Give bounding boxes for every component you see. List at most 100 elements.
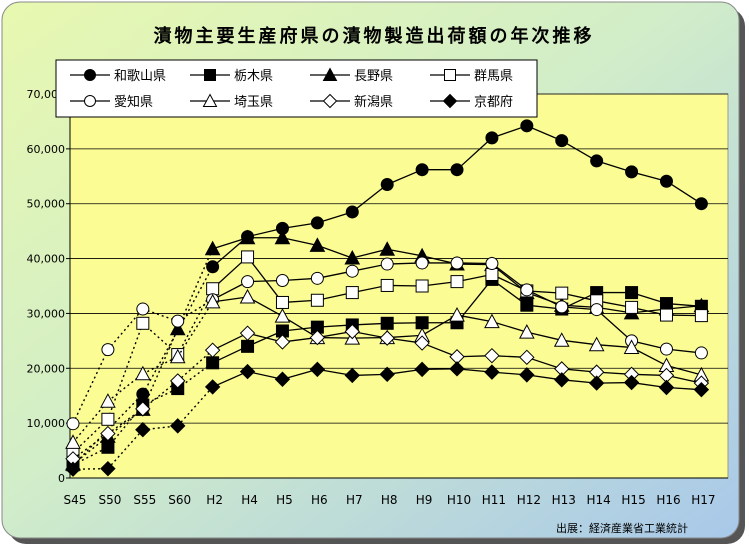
data-point [84,95,96,107]
data-point [415,256,429,270]
data-point [588,375,605,391]
chart-title: 漬物主要生産府県の漬物製造出荷額の年次推移 [154,25,595,47]
y-tick-label: 50,000 [27,198,66,211]
x-tick-label: S50 [98,493,121,507]
data-point [239,229,256,245]
data-point [241,275,255,289]
data-point [275,295,289,309]
data-point [135,401,151,417]
data-point [239,325,256,341]
y-axis: 0 10,000 20,000 30,000 40,000 50,000 60,000 70,… [27,88,71,485]
legend-label: 埼玉県 [234,95,273,110]
data-point [241,339,255,353]
data-point [65,461,81,477]
x-tick-label: H4 [241,493,258,507]
series-line-segment [561,140,597,162]
x-tick-label: H11 [482,493,506,507]
y-tick-label: 40,000 [27,253,66,266]
data-point [275,274,289,288]
series-line-segment [142,266,214,395]
data-point [450,275,464,289]
series-line-segment [317,244,353,259]
data-point [135,422,151,438]
series-line-segment [212,296,248,303]
series-line-segment [212,281,248,301]
data-point [449,361,465,377]
data-point [590,154,604,168]
legend-box [55,59,538,118]
series-line-segment [351,184,388,213]
y-tick-label: 10,000 [27,417,66,430]
data-point [206,260,220,274]
legend-item: 愛知県 [70,94,153,110]
data-point [625,300,639,314]
series-line-segment [596,309,633,342]
data-point [204,342,221,358]
data-point [659,308,673,322]
data-point [310,271,324,285]
data-point [204,379,221,395]
data-point [310,293,324,307]
data-point [239,288,256,304]
data-point [555,286,569,300]
data-point [520,119,534,133]
legend-label: 長野県 [354,69,393,84]
data-point [204,240,221,256]
data-point [484,313,500,329]
data-point [169,320,186,336]
legend-item: 群馬県 [430,69,513,84]
data-point [379,241,396,256]
data-point [415,163,429,177]
series-line-segment [212,237,248,250]
data-point [442,93,458,109]
data-point [485,131,499,145]
data-point [344,367,360,384]
series-line-segment [421,342,458,358]
data-point [274,229,291,245]
data-point [553,332,570,347]
series-line-segment [177,386,214,427]
data-point [274,334,291,350]
series-line-segment [352,248,388,259]
data-point [694,346,708,360]
data-point [101,412,115,426]
series-群馬県 [66,250,708,460]
data-point [170,373,186,389]
series-line-segment [107,308,144,351]
data-point [322,93,338,109]
data-point [485,267,499,281]
data-point [414,361,430,378]
data-point [380,278,394,292]
y-tick-label: 60,000 [27,143,66,156]
x-tick-label: H6 [311,493,328,507]
legend-label: 群馬県 [474,69,513,84]
grid-lines [70,93,728,424]
series-line-segment [456,314,493,323]
x-tick-label: H9 [416,493,433,507]
x-tick-label: H10 [447,493,471,507]
series-新潟県 [65,323,710,467]
data-point [590,303,604,317]
series-line-segment [596,344,632,349]
legend-label: 和歌山県 [114,69,166,84]
legend-item: 和歌山県 [70,69,166,84]
x-tick-label: H12 [517,493,541,507]
data-point [100,425,116,442]
legend-label: 新潟県 [354,94,393,110]
data-point [694,309,708,323]
series-line-segment [561,339,597,346]
series-line-segment [212,332,248,351]
data-point [415,279,429,293]
series-line-segment [72,393,144,466]
data-point [66,417,80,431]
y-tick-label: 0 [58,472,65,485]
legend-label: 愛知県 [114,94,153,110]
data-point [625,286,639,300]
series-line-segment [142,356,179,375]
source-note: 出展：経済産業省工業統計 [556,521,688,535]
data-point [171,314,185,328]
series-line-segment [107,404,144,448]
data-point [101,440,115,454]
series-line-segment [72,400,109,443]
